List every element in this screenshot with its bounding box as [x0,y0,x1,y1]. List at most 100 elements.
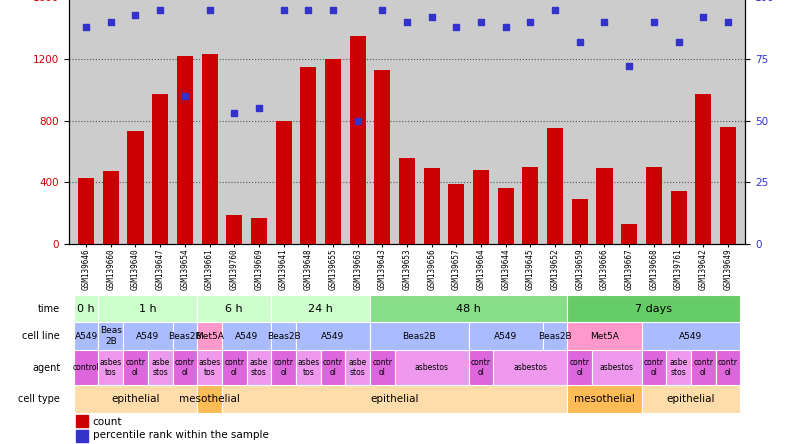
Bar [568,295,740,322]
Text: Met5A: Met5A [590,332,619,341]
Point [499,24,512,31]
Bar [197,295,271,322]
Bar [394,350,469,385]
Text: Beas
2B: Beas 2B [100,326,122,346]
Point [425,13,438,20]
Bar [74,295,99,322]
Bar [642,322,740,350]
Bar [621,224,637,244]
Bar [547,128,563,244]
Bar [596,168,612,244]
Text: contr
ol: contr ol [569,358,590,377]
Bar [321,350,345,385]
Bar [646,167,662,244]
Bar [99,322,123,350]
Text: 48 h: 48 h [456,304,481,313]
Text: Beas2B: Beas2B [403,332,436,341]
Bar [75,430,87,441]
Bar [103,171,119,244]
Text: A549: A549 [680,332,702,341]
Bar [424,168,440,244]
Text: epithelial: epithelial [667,394,715,404]
Bar [251,218,267,244]
Text: 24 h: 24 h [308,304,333,313]
Bar [469,322,543,350]
Text: count: count [92,416,122,427]
Text: A549: A549 [136,332,160,341]
Bar [222,385,568,413]
Bar [572,199,588,244]
Bar [74,350,99,385]
Bar [271,295,370,322]
Bar [715,350,740,385]
Text: asbes
tos: asbes tos [100,358,122,377]
Bar [469,350,493,385]
Bar [301,67,317,244]
Point [450,24,463,31]
Text: contr
ol: contr ol [644,358,664,377]
Text: 1 h: 1 h [139,304,156,313]
Text: mesothelial: mesothelial [179,394,240,404]
Point [178,92,191,99]
Point [697,13,710,20]
Text: asbes
tos: asbes tos [297,358,319,377]
Bar [74,385,197,413]
Bar [695,95,711,244]
Point [623,63,636,70]
Text: 7 days: 7 days [635,304,672,313]
Bar [148,350,173,385]
Bar [202,54,218,244]
Text: A549: A549 [494,332,518,341]
Bar [197,385,222,413]
Text: contr
ol: contr ol [224,358,245,377]
Bar [568,322,642,350]
Text: contr
ol: contr ol [323,358,343,377]
Text: asbe
stos: asbe stos [151,358,169,377]
Bar [473,170,489,244]
Bar [568,385,642,413]
Bar [642,385,740,413]
Text: contr
ol: contr ol [373,358,392,377]
Point [228,110,241,117]
Bar [543,322,568,350]
Text: A549: A549 [235,332,258,341]
Point [302,6,315,13]
Bar [99,350,123,385]
Text: cell type: cell type [19,394,60,404]
Text: asbestos: asbestos [600,363,634,372]
Text: asbe
stos: asbe stos [348,358,367,377]
Point [598,19,611,26]
Bar [197,322,222,350]
Point [573,38,586,45]
Text: asbe
stos: asbe stos [249,358,268,377]
Bar [197,350,222,385]
Point [203,6,216,13]
Point [475,19,488,26]
Text: asbes
tos: asbes tos [198,358,220,377]
Bar [345,350,370,385]
Bar [671,191,687,244]
Point [647,19,660,26]
Text: Beas2B: Beas2B [539,332,572,341]
Point [722,19,735,26]
Point [376,6,389,13]
Text: Beas2B: Beas2B [266,332,301,341]
Text: asbestos: asbestos [514,363,548,372]
Bar [296,322,370,350]
Bar [127,131,143,244]
Bar [522,167,539,244]
Point [352,117,365,124]
Text: A549: A549 [75,332,98,341]
Text: 6 h: 6 h [225,304,243,313]
Text: cell line: cell line [23,331,60,341]
Text: asbestos: asbestos [415,363,449,372]
Text: asbe
stos: asbe stos [669,358,688,377]
Bar [173,350,197,385]
Bar [370,350,394,385]
Bar [642,350,666,385]
Bar [246,350,271,385]
Bar [78,178,94,244]
Bar [497,188,514,244]
Point [672,38,685,45]
Bar [271,350,296,385]
